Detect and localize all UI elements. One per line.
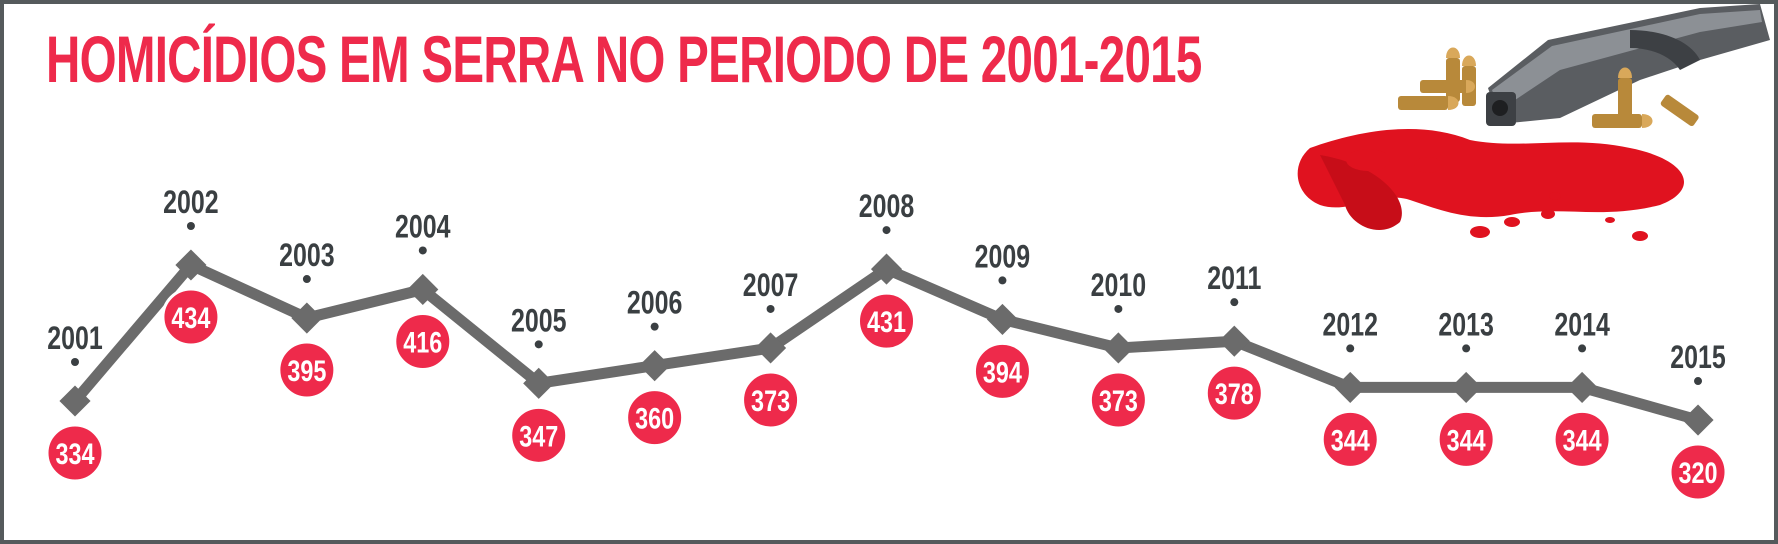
x-tick-label: 2004	[395, 210, 451, 246]
year-dot	[1694, 377, 1703, 386]
year-dot	[71, 358, 79, 366]
value-badge	[1088, 370, 1148, 430]
value-badge	[972, 341, 1032, 401]
value-badge	[393, 311, 453, 371]
x-tick-label: 2007	[743, 268, 799, 304]
year-dot	[1578, 344, 1587, 353]
value-badge	[509, 405, 569, 465]
data-point-marker	[1334, 371, 1366, 403]
data-point-marker	[986, 303, 1018, 335]
x-tick-label: 2014	[1554, 308, 1610, 344]
value-badge	[857, 291, 917, 351]
gun-bullets-blood-icon	[1297, 4, 1770, 241]
data-label: 373	[1099, 384, 1138, 417]
data-point-marker	[870, 253, 903, 285]
data-label: 334	[55, 437, 94, 470]
year-dot	[998, 276, 1007, 285]
year-dot	[302, 275, 311, 284]
value-badge	[1552, 409, 1612, 469]
data-label: 344	[1331, 424, 1370, 457]
year-dot	[1462, 344, 1471, 353]
year-dot	[1346, 344, 1355, 353]
year-dot	[650, 322, 659, 331]
data-point-marker	[1682, 404, 1714, 436]
year-dot	[186, 222, 195, 230]
data-label: 394	[983, 356, 1022, 389]
data-point-marker	[523, 367, 555, 399]
data-label: 431	[867, 305, 906, 338]
x-tick-label: 2011	[1207, 261, 1261, 297]
data-point-marker	[755, 332, 787, 364]
x-tick-label: 2015	[1670, 340, 1726, 376]
chart-title: HOMICÍDIOS EM SERRA NO PERIODO DE 2001-2…	[46, 22, 1202, 96]
data-point-marker	[1566, 371, 1598, 403]
data-point-marker	[639, 350, 671, 382]
x-tick-label: 2012	[1322, 308, 1378, 344]
x-tick-label: 2009	[975, 240, 1031, 276]
x-tick-label: 2001	[47, 321, 103, 357]
value-badge	[277, 340, 337, 400]
data-label: 434	[171, 301, 210, 334]
x-tick-label: 2006	[627, 286, 683, 322]
data-point-marker	[1218, 325, 1250, 357]
data-label: 395	[287, 354, 326, 387]
data-label: 344	[1447, 424, 1486, 457]
year-dot	[766, 304, 775, 313]
chart-plot-area: 2001 334 2002 434 2003 395 2004 416 2005 347 2006 3…	[45, 185, 1728, 502]
data-point-marker	[407, 273, 439, 306]
value-badge	[1204, 363, 1264, 423]
data-point-marker	[1450, 371, 1482, 403]
data-label: 416	[403, 326, 442, 359]
data-label: 373	[751, 384, 790, 417]
x-tick-label: 2013	[1438, 308, 1494, 344]
data-label: 360	[635, 402, 674, 435]
value-badge	[625, 388, 685, 448]
value-badge	[161, 287, 221, 347]
year-dot	[882, 226, 891, 235]
data-point-marker	[59, 385, 91, 417]
value-badge	[1320, 409, 1380, 469]
year-dot	[418, 246, 427, 255]
data-label: 320	[1679, 456, 1718, 489]
year-dot	[1114, 304, 1123, 313]
x-tick-label: 2005	[511, 303, 567, 339]
year-dot	[1230, 298, 1239, 307]
x-tick-label: 2002	[163, 185, 219, 221]
x-tick-label: 2010	[1091, 268, 1147, 304]
data-point-marker	[1102, 332, 1134, 364]
x-tick-label: 2008	[859, 189, 915, 225]
data-label: 347	[519, 420, 558, 453]
year-dot	[534, 340, 543, 349]
data-point-marker	[291, 302, 323, 334]
data-point-marker	[175, 249, 207, 281]
value-badge	[1436, 409, 1496, 469]
value-badge	[45, 423, 105, 483]
x-tick-label: 2003	[279, 238, 335, 274]
data-label: 344	[1563, 424, 1602, 457]
value-badge	[741, 370, 801, 430]
value-badge	[1668, 442, 1728, 502]
data-label: 378	[1215, 377, 1254, 410]
